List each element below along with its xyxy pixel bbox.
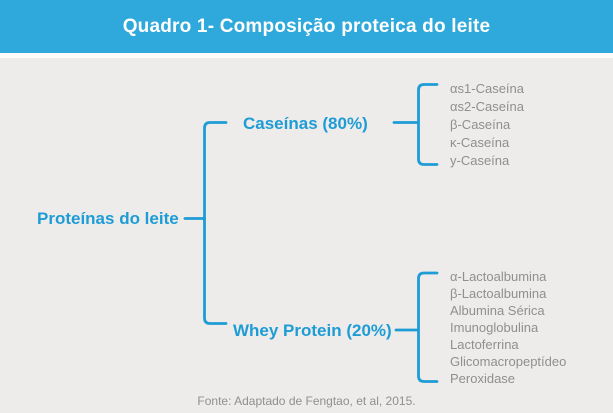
title-bar: Quadro 1- Composição proteica do leite bbox=[0, 0, 613, 53]
whey-item: Lactoferrina bbox=[450, 337, 519, 352]
diagram-panel bbox=[0, 58, 613, 413]
whey-item: β-Lactoalbumina bbox=[450, 286, 547, 301]
source-caption: Fonte: Adaptado de Fengtao, et al, 2015. bbox=[197, 394, 416, 408]
casein-item: β-Caseína bbox=[450, 117, 511, 132]
node-branch-whey: Whey Protein (20%) bbox=[233, 321, 392, 340]
page-title: Quadro 1- Composição proteica do leite bbox=[122, 15, 491, 37]
whey-items-list: α-Lactoalbumina β-Lactoalbumina Albumina S… bbox=[450, 268, 566, 387]
casein-item: αs1-Caseína bbox=[450, 81, 524, 96]
whey-item: Peroxidase bbox=[450, 371, 516, 386]
whey-item: α-Lactoalbumina bbox=[450, 269, 547, 284]
whey-item: Albumina Sérica bbox=[450, 303, 545, 318]
whey-item: Glicomacropeptídeo bbox=[450, 354, 567, 369]
casein-item: κ-Caseína bbox=[450, 135, 510, 150]
whey-item: Imunoglobulina bbox=[450, 320, 539, 335]
node-root-proteins: Proteínas do leite bbox=[37, 209, 179, 228]
node-branch-caseins: Caseínas (80%) bbox=[243, 114, 368, 133]
casein-item: αs2-Caseína bbox=[450, 99, 524, 114]
casein-items-list: αs1-Caseína αs2-Caseína β-Caseína κ-Caseína… bbox=[450, 80, 524, 170]
casein-item: y-Caseína bbox=[450, 153, 510, 168]
